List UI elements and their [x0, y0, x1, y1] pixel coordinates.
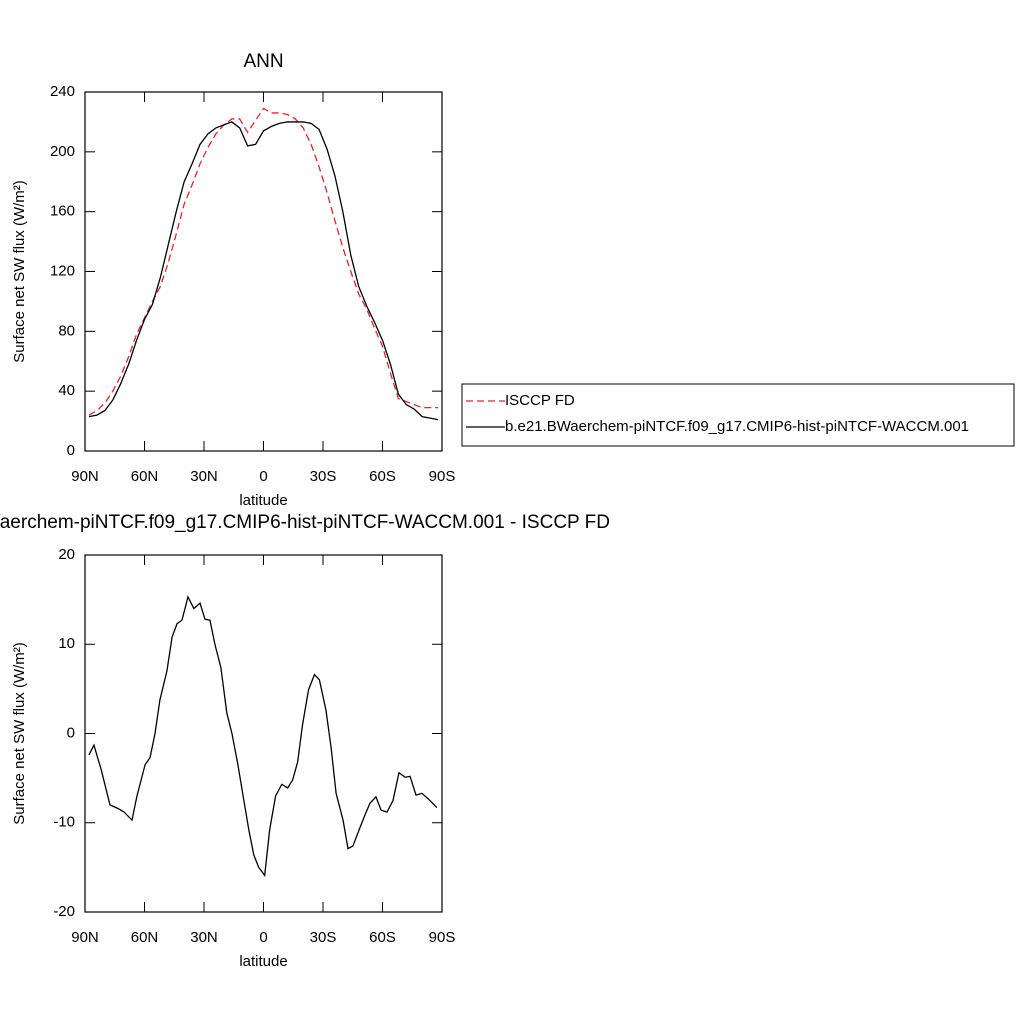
- data-line: [88, 107, 439, 416]
- x-tick-label: 30N: [190, 929, 218, 946]
- y-axis-label: Surface net SW flux (W/m²): [11, 642, 28, 825]
- legend-label: ISCCP FD: [505, 392, 575, 409]
- plot-frame: [84, 91, 443, 452]
- x-tick-label: 90S: [429, 929, 456, 946]
- y-tick-label: 80: [58, 322, 75, 339]
- legend: ISCCP FD b.e21.BWaerchem-piNTCF.f09_g17.C…: [461, 383, 1015, 447]
- data-line: [88, 595, 438, 878]
- y-tick-label: 120: [50, 262, 75, 279]
- x-tick-label: 0: [259, 929, 267, 946]
- y-tick-label: 40: [58, 382, 75, 399]
- x-axis-label: latitude: [239, 953, 287, 970]
- y-tick-label: 0: [67, 724, 75, 741]
- x-tick-label: 90N: [71, 929, 99, 946]
- x-tick-label: 90S: [429, 468, 456, 485]
- x-tick-label: 90N: [71, 468, 99, 485]
- y-axis-label: Surface net SW flux (W/m²): [11, 180, 28, 363]
- x-tick-label: 30S: [310, 468, 337, 485]
- plot-frame: [84, 554, 443, 913]
- chart-title: ANN: [243, 51, 283, 72]
- y-tick-label: 240: [50, 83, 75, 100]
- x-tick-label: 30S: [310, 929, 337, 946]
- x-tick-label: 30N: [190, 468, 218, 485]
- y-tick-label: -20: [53, 903, 75, 920]
- legend-label: b.e21.BWaerchem-piNTCF.f09_g17.CMIP6-his…: [505, 418, 969, 435]
- y-tick-label: 160: [50, 203, 75, 220]
- x-tick-label: 60N: [131, 929, 159, 946]
- x-tick-label: 60N: [131, 468, 159, 485]
- y-tick-label: 0: [67, 442, 75, 459]
- y-tick-label: 20: [58, 546, 75, 563]
- y-tick-label: 10: [58, 635, 75, 652]
- x-axis-label: latitude: [239, 492, 287, 509]
- y-tick-label: -10: [53, 814, 75, 831]
- legend-box: [461, 383, 1015, 447]
- y-tick-label: 200: [50, 143, 75, 160]
- x-tick-label: 60S: [369, 468, 396, 485]
- x-tick-label: 0: [259, 468, 267, 485]
- chart-title: b.e21.BWaerchem-piNTCF.f09_g17.CMIP6-his…: [0, 512, 610, 533]
- x-tick-label: 60S: [369, 929, 396, 946]
- data-line: [88, 121, 439, 421]
